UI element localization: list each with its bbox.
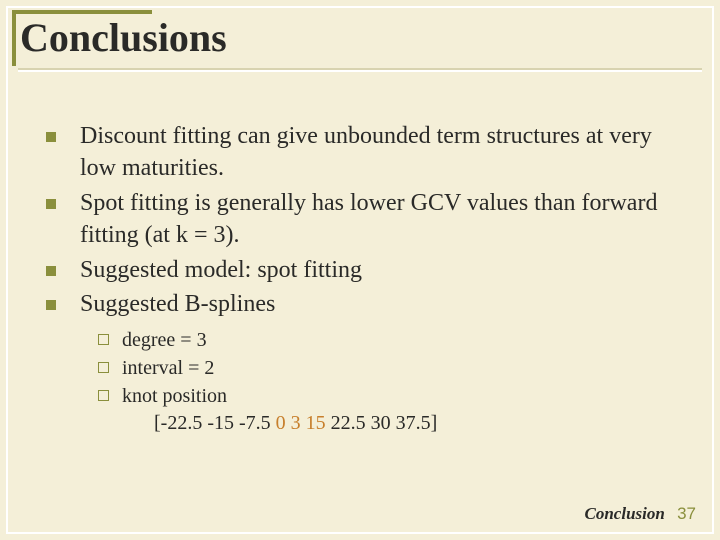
title-accent-top: [12, 10, 152, 14]
sub-bullet-item: knot position: [94, 382, 690, 410]
title-block: Conclusions: [20, 10, 227, 58]
sub-bullet-item: degree = 3: [94, 326, 690, 354]
slide-title: Conclusions: [20, 16, 227, 58]
main-bullet-list: Discount fitting can give unbounded term…: [40, 120, 690, 320]
title-divider: [18, 68, 702, 72]
knot-highlight: 0 3 15: [276, 412, 326, 434]
bullet-item: Spot fitting is generally has lower GCV …: [40, 187, 690, 252]
bullet-item: Suggested model: spot fitting: [40, 254, 690, 286]
slide-footer: Conclusion 37: [585, 504, 696, 524]
knot-position-values: [-22.5 -15 -7.5 0 3 15 22.5 30 37.5]: [154, 412, 690, 435]
bullet-item: Suggested B-splines: [40, 288, 690, 320]
title-accent-left: [12, 10, 16, 66]
sub-bullet-list: degree = 3 interval = 2 knot position: [94, 326, 690, 410]
footer-section-label: Conclusion: [585, 504, 665, 523]
bullet-item: Discount fitting can give unbounded term…: [40, 120, 690, 185]
content-area: Discount fitting can give unbounded term…: [40, 120, 690, 435]
footer-page-number: 37: [677, 504, 696, 523]
sub-bullet-item: interval = 2: [94, 354, 690, 382]
knot-suffix: 22.5 30 37.5]: [326, 412, 438, 434]
knot-prefix: [-22.5 -15 -7.5: [154, 412, 276, 434]
